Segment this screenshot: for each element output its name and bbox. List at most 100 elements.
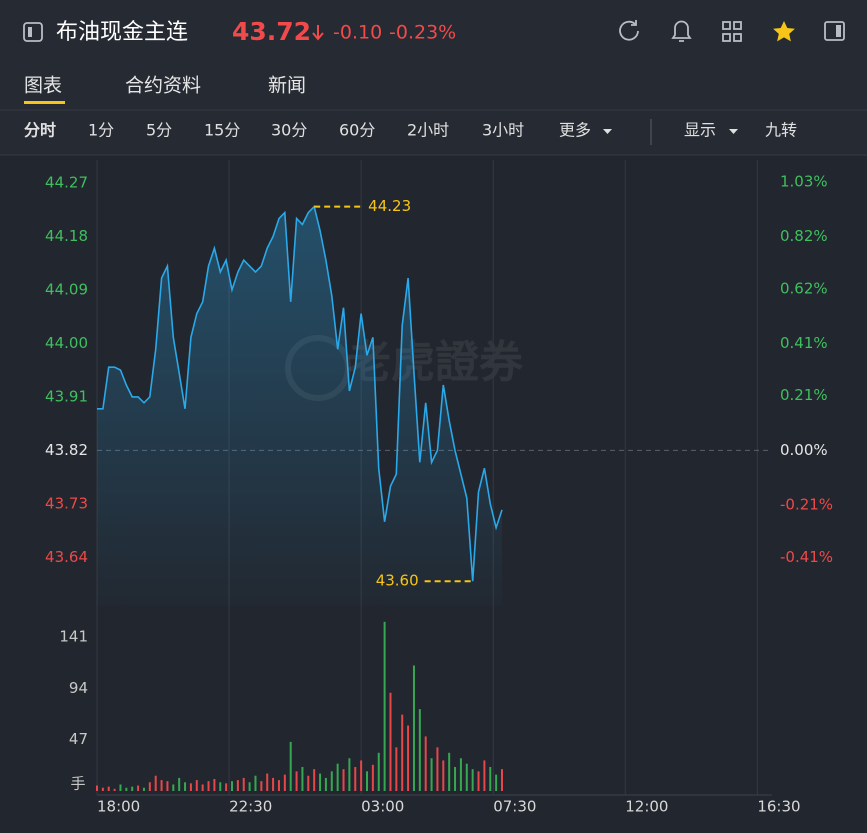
period-button[interactable]: 30分 — [271, 121, 307, 140]
volume-bar — [465, 763, 468, 791]
y2-tick-label: -0.41% — [780, 548, 833, 566]
volume-bar — [424, 736, 427, 791]
tab-bar: 图表 合约资料 新闻 — [24, 75, 306, 97]
dropdown-caret — [729, 129, 738, 134]
y-tick-label: 141 — [59, 628, 88, 646]
plot-area: 18:00 22:30 03:00 07:30 12:00 16:30 47 94 141 手 44… — [45, 160, 833, 816]
refresh-icon[interactable] — [619, 20, 639, 41]
tab[interactable]: 合约资料 — [125, 75, 201, 97]
period-button[interactable]: 5分 — [146, 121, 172, 140]
volume-bar — [96, 785, 98, 791]
x-tick-label: 18:00 — [97, 798, 140, 816]
tab-underline — [24, 101, 65, 104]
volume-bar — [401, 714, 404, 791]
volume-bar — [436, 747, 439, 791]
volume-bar — [348, 758, 351, 791]
x-tick-label: 03:00 — [361, 798, 404, 816]
volume-bar — [166, 781, 169, 791]
price-line — [97, 205, 503, 582]
volume-bar — [242, 777, 245, 791]
volume-bar — [107, 786, 110, 791]
x-tick-label: 07:30 — [493, 798, 536, 816]
tab[interactable]: 图表 — [24, 75, 62, 97]
volume-bar — [330, 771, 333, 791]
volume-bar — [495, 774, 498, 791]
volume-bar — [219, 782, 222, 791]
option-button[interactable]: 九转 — [765, 121, 797, 140]
volume-bar — [137, 785, 140, 791]
volume-bar — [178, 777, 181, 791]
y-tick-label: 43.82 — [45, 441, 88, 459]
volume-bar — [131, 786, 134, 791]
bell-icon[interactable] — [671, 20, 692, 42]
volume-bar — [501, 769, 503, 791]
volume-bar — [324, 777, 327, 791]
volume-bar — [148, 782, 151, 791]
favorite-star[interactable] — [773, 21, 795, 42]
volume-bar — [383, 621, 386, 791]
volume-bar — [448, 752, 451, 791]
y-tick-label: 94 — [69, 679, 88, 697]
volume-bar — [260, 781, 263, 791]
annotation-label: 44.23 — [368, 197, 411, 215]
volume-bar — [477, 771, 480, 791]
y2-tick-label: 0.00% — [780, 441, 828, 459]
y-tick-label: 44.18 — [45, 227, 88, 245]
period-button[interactable]: 60分 — [339, 121, 375, 140]
period-button[interactable]: 3小时 — [482, 121, 524, 140]
option-button[interactable]: 显示 — [684, 121, 716, 140]
volume-bar — [360, 760, 363, 791]
panel-icon[interactable] — [824, 21, 845, 41]
y2-tick-label: 0.62% — [780, 279, 828, 297]
volume-bar — [142, 787, 145, 791]
volume-bar — [489, 766, 492, 791]
x-tick-label: 22:30 — [229, 798, 272, 816]
volume-bar — [354, 766, 357, 791]
period-button[interactable]: 分时 — [24, 121, 56, 140]
grid-icon[interactable] — [722, 21, 742, 42]
volume-bar — [213, 778, 216, 791]
tab[interactable]: 新闻 — [268, 75, 306, 97]
y2-tick-label: -0.21% — [780, 496, 833, 514]
volume-bar — [307, 775, 310, 791]
y2-tick-label: 0.41% — [780, 334, 828, 352]
y-axis-label: 手 — [70, 775, 85, 793]
volume-bar — [301, 766, 304, 791]
period-button[interactable]: 1分 — [88, 121, 114, 140]
y-tick-label: 44.27 — [45, 173, 88, 191]
volume-bar — [336, 763, 339, 791]
volume-bar — [377, 752, 380, 791]
volume-bar — [442, 760, 445, 791]
back-icon[interactable] — [23, 22, 43, 42]
price-area — [97, 206, 502, 605]
volume-bar — [454, 766, 457, 791]
volume-bar — [189, 783, 192, 791]
volume-bar — [113, 788, 116, 791]
x-tick-label: 16:30 — [757, 798, 800, 816]
y-tick-label: 44.09 — [45, 280, 88, 298]
volume-bar — [319, 773, 322, 791]
volume-bar — [371, 764, 374, 791]
y2-tick-label: 0.82% — [780, 227, 828, 245]
y2-tick-label: 1.03% — [780, 172, 828, 190]
volume-bar — [225, 783, 228, 791]
y-tick-label: 43.64 — [45, 548, 88, 566]
period-button[interactable]: 2小时 — [407, 121, 449, 140]
period-button[interactable]: 15分 — [204, 121, 240, 140]
y2-tick-label: 0.21% — [780, 386, 828, 404]
volume-bar — [231, 781, 233, 791]
volume-bar — [254, 775, 257, 791]
y-tick-label: 47 — [69, 730, 88, 748]
volume-bar — [266, 773, 269, 791]
down-arrow — [312, 25, 324, 41]
volume-bar — [295, 771, 298, 791]
y-tick-label: 43.73 — [45, 494, 88, 512]
y-tick-label: 43.91 — [45, 387, 88, 405]
volume-bar — [313, 769, 316, 791]
volume-bar — [248, 782, 251, 791]
period-button[interactable]: 更多 — [559, 121, 591, 140]
price-change-pct: -0.23% — [389, 22, 456, 44]
volume-bar — [277, 780, 280, 791]
volume-bar — [418, 709, 421, 791]
